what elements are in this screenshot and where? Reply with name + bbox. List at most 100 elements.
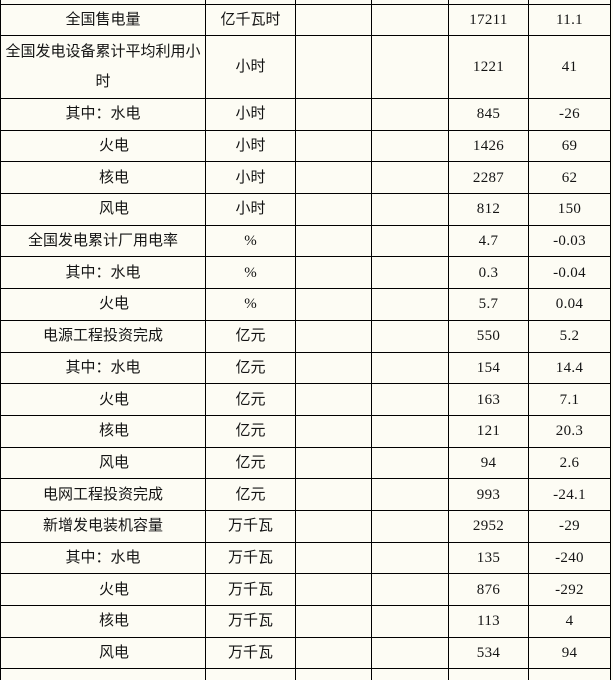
cell-empty-1 xyxy=(295,383,372,416)
cell-change: 69 xyxy=(528,129,611,163)
table-row: 电源工程投资完成 亿元 550 5.2 xyxy=(0,319,611,353)
cell-empty-1 xyxy=(295,4,372,36)
table-row: 其中：水电 万千瓦 135 -240 xyxy=(0,541,611,575)
cell-empty-2 xyxy=(371,256,449,290)
cell-empty xyxy=(371,668,449,680)
table-row: 全国发电累计厂用电率 % 4.7 -0.03 xyxy=(0,224,611,258)
cell-indicator-name: 核电 xyxy=(0,414,206,448)
cell-empty-1 xyxy=(295,256,372,290)
cell-change: 41 xyxy=(528,35,611,99)
table-row: 风电 小时 812 150 xyxy=(0,193,611,226)
cell-change: -0.04 xyxy=(528,256,611,290)
cell-value: 121 xyxy=(448,414,529,448)
cell-change: -292 xyxy=(528,573,611,606)
cell-indicator-name: 风电 xyxy=(0,636,206,670)
cell-change: 2.6 xyxy=(528,446,611,480)
cell-empty-2 xyxy=(371,129,449,163)
cell-empty-1 xyxy=(295,541,372,575)
cell-empty-2 xyxy=(371,541,449,575)
cell-change: 5.2 xyxy=(528,319,611,353)
cell-indicator-name: 其中：水电 xyxy=(0,98,206,131)
table-row: 火电 万千瓦 876 -292 xyxy=(0,573,611,606)
cell-unit: 亿千瓦时 xyxy=(205,4,296,36)
cell-unit: 小时 xyxy=(205,161,296,195)
cell-value: 113 xyxy=(448,605,529,638)
cell-value: 1221 xyxy=(448,35,529,99)
cell-value: 1426 xyxy=(448,129,529,163)
cell-change: -26 xyxy=(528,98,611,131)
cell-value: 135 xyxy=(448,541,529,575)
cell-unit: 万千瓦 xyxy=(205,573,296,606)
cell-empty-1 xyxy=(295,573,372,606)
cell-unit: 小时 xyxy=(205,193,296,226)
cell-change: -0.03 xyxy=(528,224,611,258)
cell-indicator-name: 风电 xyxy=(0,446,206,480)
cell-indicator-name: 火电 xyxy=(0,573,206,606)
cell-indicator-name: 电源工程投资完成 xyxy=(0,319,206,353)
cell-empty-2 xyxy=(371,446,449,480)
cell-change: 94 xyxy=(528,636,611,670)
cell-indicator-name: 火电 xyxy=(0,383,206,416)
table-row: 火电 亿元 163 7.1 xyxy=(0,383,611,416)
cell-unit: 亿元 xyxy=(205,383,296,416)
cell-value: 876 xyxy=(448,573,529,606)
table-row-cutoff-bottom xyxy=(0,668,611,680)
cell-empty-1 xyxy=(295,98,372,131)
cell-empty-2 xyxy=(371,98,449,131)
cell-unit: 万千瓦 xyxy=(205,541,296,575)
cell-empty-2 xyxy=(371,605,449,638)
cell-indicator-name: 核电 xyxy=(0,605,206,638)
cell-empty-1 xyxy=(295,478,372,511)
cell-empty-1 xyxy=(295,509,372,543)
cell-change: 20.3 xyxy=(528,414,611,448)
cell-empty-2 xyxy=(371,478,449,511)
cell-indicator-name: 核电 xyxy=(0,161,206,195)
cell-unit: 亿元 xyxy=(205,478,296,511)
cell-empty-1 xyxy=(295,129,372,163)
cell-change: 0.04 xyxy=(528,288,611,321)
cell-empty-1 xyxy=(295,414,372,448)
cell-change: 62 xyxy=(528,161,611,195)
cell-empty xyxy=(448,668,529,680)
cell-value: 2287 xyxy=(448,161,529,195)
cell-empty-1 xyxy=(295,288,372,321)
cell-empty-2 xyxy=(371,4,449,36)
table-row: 核电 小时 2287 62 xyxy=(0,161,611,195)
cell-unit: 亿元 xyxy=(205,446,296,480)
cell-empty-1 xyxy=(295,161,372,195)
cell-indicator-name: 火电 xyxy=(0,288,206,321)
cell-empty-2 xyxy=(371,414,449,448)
table-row: 电网工程投资完成 亿元 993 -24.1 xyxy=(0,478,611,511)
cell-empty-1 xyxy=(295,224,372,258)
cell-indicator-name: 其中：水电 xyxy=(0,541,206,575)
cell-empty-2 xyxy=(371,224,449,258)
cell-empty-1 xyxy=(295,35,372,99)
cell-empty xyxy=(295,668,372,680)
cell-empty-2 xyxy=(371,509,449,543)
cell-empty-1 xyxy=(295,319,372,353)
cell-empty-2 xyxy=(371,288,449,321)
cell-value: 2952 xyxy=(448,509,529,543)
cell-empty-2 xyxy=(371,35,449,99)
cell-unit: % xyxy=(205,224,296,258)
cell-unit: 万千瓦 xyxy=(205,605,296,638)
table-row: 风电 亿元 94 2.6 xyxy=(0,446,611,480)
cell-empty xyxy=(0,668,206,680)
cell-value: 163 xyxy=(448,383,529,416)
cell-unit: 小时 xyxy=(205,129,296,163)
cell-change: 7.1 xyxy=(528,383,611,416)
cell-value: 17211 xyxy=(448,4,529,36)
table-row: 其中：水电 亿元 154 14.4 xyxy=(0,351,611,385)
table-row: 其中：水电 % 0.3 -0.04 xyxy=(0,256,611,290)
table-row: 全国发电设备累计平均利用小时 小时 1221 41 xyxy=(0,35,611,99)
table-row: 核电 亿元 121 20.3 xyxy=(0,414,611,448)
cell-empty xyxy=(205,668,296,680)
table-row: 风电 万千瓦 534 94 xyxy=(0,636,611,670)
cell-empty-1 xyxy=(295,636,372,670)
cell-unit: 亿元 xyxy=(205,319,296,353)
cell-empty xyxy=(528,668,611,680)
cell-value: 845 xyxy=(448,98,529,131)
cell-change: -240 xyxy=(528,541,611,575)
cell-indicator-name: 火电 xyxy=(0,129,206,163)
